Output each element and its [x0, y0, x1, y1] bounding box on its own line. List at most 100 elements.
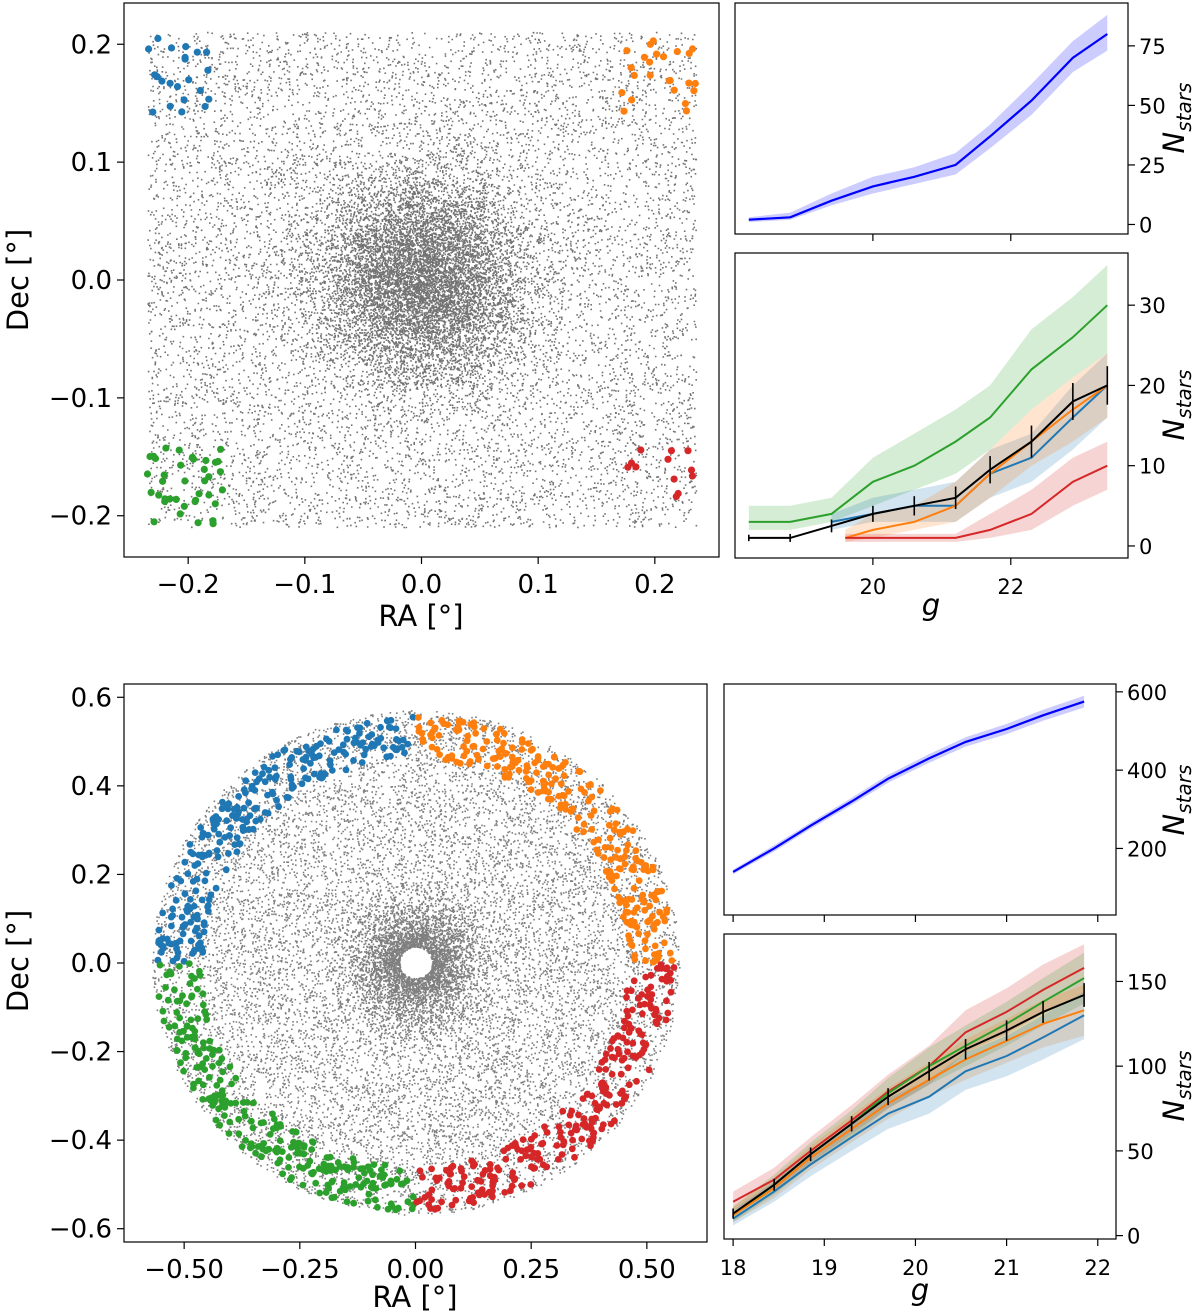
red-group-star — [543, 1129, 551, 1136]
blue-group-star — [319, 772, 326, 780]
blue-group-star — [184, 870, 192, 878]
blue-group-star — [203, 48, 211, 56]
red-group-star — [460, 1173, 468, 1180]
green-group-star — [173, 1009, 181, 1016]
green-group-star — [226, 1118, 234, 1126]
bottom-groups-xticks: 18 19 20 21 22 — [720, 1239, 1111, 1280]
orange-group-star — [621, 860, 629, 868]
green-group-star — [322, 1168, 330, 1175]
orange-group-star — [483, 762, 491, 770]
green-group-star — [175, 446, 183, 454]
green-group-star — [295, 1139, 303, 1147]
orange-group-star — [533, 769, 540, 776]
top-groups-yticks: 0 10 20 30 — [1128, 294, 1166, 559]
green-group-star — [156, 961, 164, 969]
green-group-star — [218, 1055, 226, 1062]
green-group-star — [350, 1199, 357, 1207]
green-group-star — [195, 490, 203, 498]
blue-group-star — [186, 841, 194, 848]
red-group-star — [419, 1173, 426, 1181]
orange-group-star — [620, 107, 628, 115]
orange-group-star — [435, 732, 443, 739]
blue-group-star — [198, 853, 206, 861]
orange-group-star — [545, 788, 552, 796]
orange-group-star — [429, 728, 436, 736]
orange-group-star — [646, 916, 654, 924]
y-tick-label: −0.4 — [49, 1126, 112, 1156]
green-group-star — [346, 1183, 354, 1190]
orange-group-star — [642, 957, 649, 965]
y-tick-label: 600 — [1127, 681, 1167, 705]
orange-group-star — [685, 79, 693, 87]
orange-group-star — [527, 777, 535, 784]
orange-group-star — [453, 727, 461, 735]
red-group-star — [459, 1179, 466, 1187]
red-group-star — [664, 455, 672, 463]
green-group-star — [323, 1154, 331, 1161]
top-groups-frame — [734, 252, 1129, 559]
green-group-star — [201, 477, 209, 485]
orange-group-star — [637, 858, 645, 866]
blue-group-star — [166, 102, 174, 110]
orange-group-star — [436, 751, 443, 758]
green-group-star — [328, 1178, 336, 1186]
red-group-star — [664, 1009, 672, 1017]
green-group-star — [159, 1007, 167, 1015]
blue-group-star — [281, 746, 289, 754]
green-group-star — [215, 1105, 223, 1113]
blue-group-star — [168, 922, 175, 930]
red-group-star — [489, 1187, 496, 1195]
red-group-star — [428, 1165, 435, 1173]
orange-group-star — [628, 896, 636, 903]
red-group-star — [457, 1184, 465, 1192]
blue-group-star — [401, 749, 408, 757]
orange-group-star — [529, 745, 536, 753]
green-group-star — [300, 1150, 308, 1158]
green-group-star — [396, 1167, 404, 1175]
red-group-star — [553, 1142, 561, 1149]
green-group-star — [179, 992, 186, 999]
blue-group-star — [169, 957, 177, 965]
blue-group-star — [350, 739, 358, 747]
orange-group-star — [479, 745, 487, 753]
top-scatter-yticks: −0.2 −0.1 0.0 0.1 0.2 — [49, 30, 124, 532]
green-group-star — [367, 1183, 375, 1191]
red-group-star — [595, 1066, 603, 1073]
orange-group-star — [646, 58, 654, 66]
green-group-star — [195, 1077, 202, 1085]
blue-group-star — [240, 804, 248, 812]
orange-group-star — [660, 939, 668, 947]
red-group-star — [583, 1123, 590, 1131]
green-group-star — [166, 495, 174, 503]
green-group-star — [316, 1189, 324, 1197]
orange-group-star — [595, 836, 602, 843]
blue-group-star — [222, 866, 230, 874]
green-group-star — [266, 1131, 274, 1138]
green-group-star — [381, 1161, 389, 1169]
star-field — [147, 31, 698, 529]
green-group-star — [306, 1157, 314, 1165]
top-total-ylabel-sub: stars — [1172, 83, 1196, 132]
green-group-star — [249, 1124, 257, 1132]
orange-group-star — [469, 743, 477, 750]
red-group-star — [416, 1167, 424, 1175]
blue-group-star — [287, 773, 295, 781]
red-group-star — [602, 1066, 610, 1073]
blue-group-star — [181, 858, 189, 866]
blue-group-star — [387, 716, 395, 724]
green-group-star — [370, 1161, 378, 1168]
x-tick-label: 18 — [720, 1256, 747, 1280]
blue-group-star — [245, 799, 253, 807]
blue-group-star — [204, 66, 212, 74]
red-group-star — [688, 472, 697, 480]
blue-group-star — [166, 79, 174, 87]
blue-group-star — [159, 909, 167, 917]
red-group-star — [500, 1147, 508, 1155]
green-group-star — [194, 985, 201, 993]
y-tick-label: 50 — [1139, 94, 1166, 118]
orange-group-star — [606, 868, 614, 875]
green-group-star — [183, 1000, 191, 1008]
green-group-star — [279, 1170, 287, 1178]
red-group-star — [638, 1010, 646, 1018]
